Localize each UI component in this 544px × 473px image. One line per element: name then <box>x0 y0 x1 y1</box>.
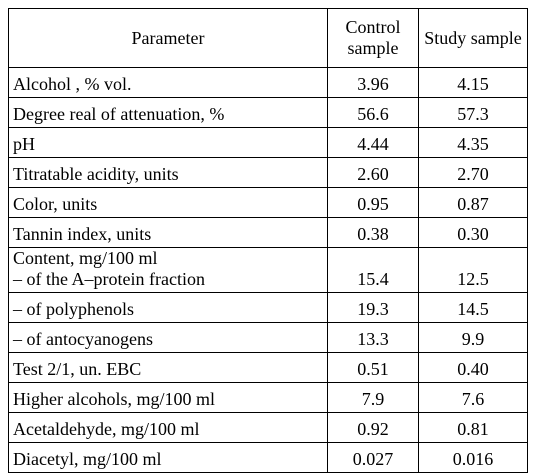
table-row: pH 4.44 4.35 <box>8 127 528 158</box>
control-value: 0.51 <box>327 352 419 383</box>
parameter-cell: Degree real of attenuation, % <box>8 97 328 128</box>
control-value: 19.3 <box>327 292 419 323</box>
study-value: 0.87 <box>418 187 528 218</box>
study-value: 0.30 <box>418 217 528 248</box>
table-row: Test 2/1, un. EBC 0.51 0.40 <box>8 352 528 383</box>
table-row: Titratable acidity, units 2.60 2.70 <box>8 157 528 188</box>
control-value: 4.44 <box>327 127 419 158</box>
control-value: 56.6 <box>327 97 419 128</box>
header-cell: Study sample <box>418 8 528 68</box>
parameter-name: pH <box>13 134 35 154</box>
control-value: 3.96 <box>327 67 419 98</box>
table-row: Color, units 0.95 0.87 <box>8 187 528 218</box>
table-row: – of antocyanogens 13.3 9.9 <box>8 322 528 353</box>
parameter-name: Acetaldehyde, mg/100 ml <box>13 419 200 439</box>
group-heading: Content, mg/100 ml <box>13 248 158 268</box>
parameter-name: – of the A–protein fraction <box>13 269 205 289</box>
parameter-cell: Titratable acidity, units <box>8 157 328 188</box>
parameter-name: Titratable acidity, units <box>13 164 179 184</box>
parameter-name: Test 2/1, un. EBC <box>13 359 142 379</box>
table-row: Content, mg/100 ml – of the A–protein fra… <box>8 247 528 293</box>
study-value: 0.016 <box>418 442 528 473</box>
parameter-cell: Acetaldehyde, mg/100 ml <box>8 412 328 443</box>
table-row: – of polyphenols 19.3 14.5 <box>8 292 528 323</box>
table-row: Acetaldehyde, mg/100 ml 0.92 0.81 <box>8 412 528 443</box>
header-cell: Control sample <box>327 8 419 68</box>
data-table: Parameter Control sample Study sample Al… <box>8 8 528 473</box>
parameter-name: Tannin index, units <box>13 224 152 244</box>
parameter-name: Degree real of attenuation, % <box>13 104 225 124</box>
parameter-cell: Color, units <box>8 187 328 218</box>
control-value: 0.95 <box>327 187 419 218</box>
parameter-cell: Higher alcohols, mg/100 ml <box>8 382 328 413</box>
table-row: Higher alcohols, mg/100 ml 7.9 7.6 <box>8 382 528 413</box>
control-value: 0.38 <box>327 217 419 248</box>
parameter-name: Diacetyl, mg/100 ml <box>13 449 162 469</box>
study-value: 12.5 <box>418 247 528 293</box>
table-row: Degree real of attenuation, % 56.6 57.3 <box>8 97 528 128</box>
parameter-name: Color, units <box>13 194 98 214</box>
study-value: 0.40 <box>418 352 528 383</box>
control-value: 15.4 <box>327 247 419 293</box>
study-value: 14.5 <box>418 292 528 323</box>
parameter-name: Higher alcohols, mg/100 ml <box>13 389 215 409</box>
parameter-cell: Test 2/1, un. EBC <box>8 352 328 383</box>
control-value: 13.3 <box>327 322 419 353</box>
control-value: 2.60 <box>327 157 419 188</box>
header-cell: Parameter <box>8 8 328 68</box>
parameter-cell: Content, mg/100 ml – of the A–protein fra… <box>8 247 328 293</box>
parameter-name: – of polyphenols <box>13 299 134 319</box>
study-value: 2.70 <box>418 157 528 188</box>
control-value: 7.9 <box>327 382 419 413</box>
table-header: Parameter Control sample Study sample <box>8 8 528 68</box>
parameter-cell: – of polyphenols <box>8 292 328 323</box>
parameter-name: – of antocyanogens <box>13 329 153 349</box>
parameter-cell: Diacetyl, mg/100 ml <box>8 442 328 473</box>
table-row: Alcohol , % vol. 3.96 4.15 <box>8 67 528 98</box>
table-row: Diacetyl, mg/100 ml 0.027 0.016 <box>8 442 528 473</box>
control-value: 0.027 <box>327 442 419 473</box>
table-body: Alcohol , % vol. 3.96 4.15 Degree real of a… <box>8 67 528 473</box>
control-value: 0.92 <box>327 412 419 443</box>
parameter-cell: Tannin index, units <box>8 217 328 248</box>
parameter-cell: – of antocyanogens <box>8 322 328 353</box>
study-value: 7.6 <box>418 382 528 413</box>
study-value: 57.3 <box>418 97 528 128</box>
table-row: Tannin index, units 0.38 0.30 <box>8 217 528 248</box>
parameter-cell: pH <box>8 127 328 158</box>
study-value: 4.15 <box>418 67 528 98</box>
parameter-name: Alcohol , % vol. <box>13 74 132 94</box>
parameter-cell: Alcohol , % vol. <box>8 67 328 98</box>
study-value: 9.9 <box>418 322 528 353</box>
study-value: 4.35 <box>418 127 528 158</box>
study-value: 0.81 <box>418 412 528 443</box>
header-row: Parameter Control sample Study sample <box>8 8 528 68</box>
